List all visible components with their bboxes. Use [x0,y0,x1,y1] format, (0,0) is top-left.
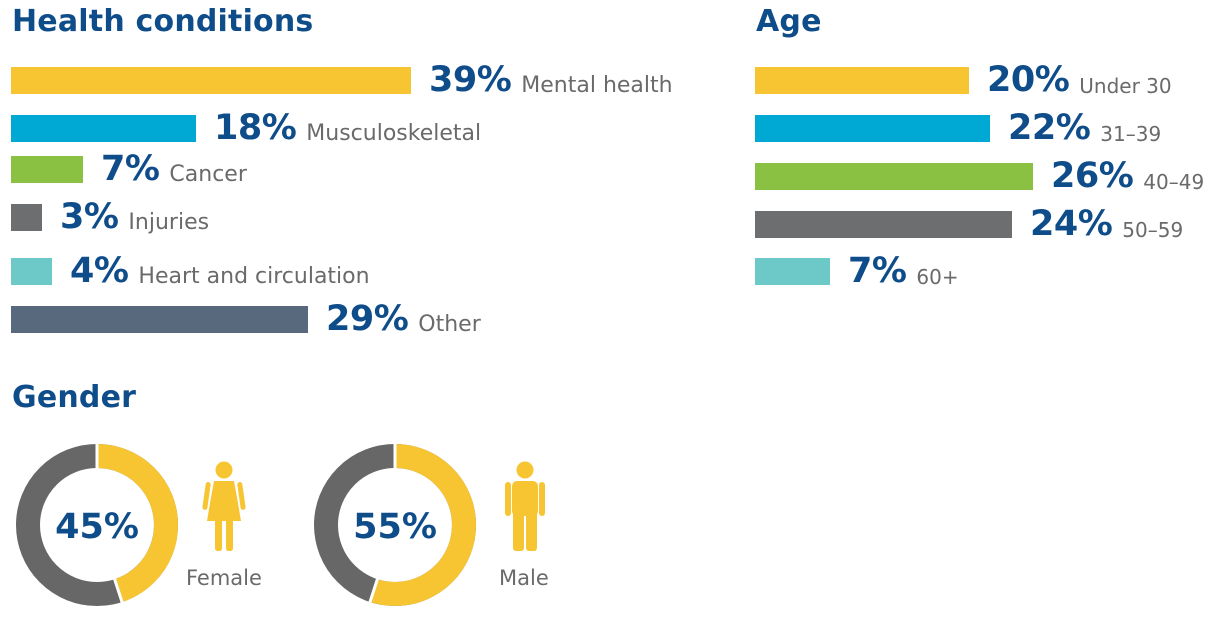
donut-male: 55% [309,439,481,616]
value-label: 24% [1030,204,1113,244]
category-label: 31–39 [1100,122,1162,146]
category-label: Musculoskeletal [306,120,482,146]
male-person-icon-wrap [503,461,547,558]
bar-50-59 [755,210,1012,238]
bar-row-under-30: 20% Under 30 [755,60,1172,100]
female-person-icon [202,461,246,551]
value-label: 4% [70,251,129,291]
bar-injuries [11,203,42,231]
female-person-icon-wrap [202,461,246,558]
category-label: Cancer [169,161,247,187]
value-label: 3% [60,197,119,237]
gender-label-female: Female [186,566,262,590]
bar-row-heart-and-circulation: 4% Heart and circulation [11,251,370,291]
bar-31-39 [755,114,990,142]
value-label: 18% [214,108,297,148]
bar-musculoskeletal [11,114,196,142]
male-person-icon [505,461,545,551]
value-label: 39% [429,60,512,100]
donut-value-label: 45% [55,507,139,547]
bar-row-musculoskeletal: 18% Musculoskeletal [11,108,481,148]
bar-row-other: 29% Other [11,299,481,339]
bar-row-cancer: 7% Cancer [11,149,247,189]
value-label: 7% [101,149,160,189]
value-label: 26% [1051,156,1134,196]
bar-row-60: 7% 60+ [755,251,959,291]
gender-label-male: Male [499,566,549,590]
age-title: Age [756,4,822,39]
category-label: Other [418,311,481,337]
bar-other [11,305,308,333]
category-label: 50–59 [1122,218,1184,242]
segment-separator [112,577,124,604]
bar-mental-health [11,66,411,94]
bar-row-mental-health: 39% Mental health [11,60,673,100]
value-label: 22% [1008,108,1091,148]
bar-row-31-39: 22% 31–39 [755,108,1161,148]
bar-cancer [11,155,83,183]
segment-separator [368,577,380,604]
bar-40-49 [755,162,1033,190]
category-label: 60+ [916,265,959,289]
category-label: Injuries [128,209,210,235]
value-label: 20% [987,60,1070,100]
category-label: Mental health [521,72,673,98]
value-label: 7% [848,251,907,291]
gender-title: Gender [12,380,137,415]
category-label: Under 30 [1079,74,1172,98]
donut-value-label: 55% [353,507,437,547]
bar-row-50-59: 24% 50–59 [755,204,1183,244]
health-conditions-title: Health conditions [12,4,314,39]
bar-heart-and-circulation [11,257,52,285]
bar-60 [755,257,830,285]
bar-row-injuries: 3% Injuries [11,197,209,237]
donut-female: 45% [11,439,183,616]
category-label: Heart and circulation [138,263,370,289]
category-label: 40–49 [1143,170,1205,194]
bar-row-40-49: 26% 40–49 [755,156,1204,196]
bar-under-30 [755,66,969,94]
value-label: 29% [326,299,409,339]
